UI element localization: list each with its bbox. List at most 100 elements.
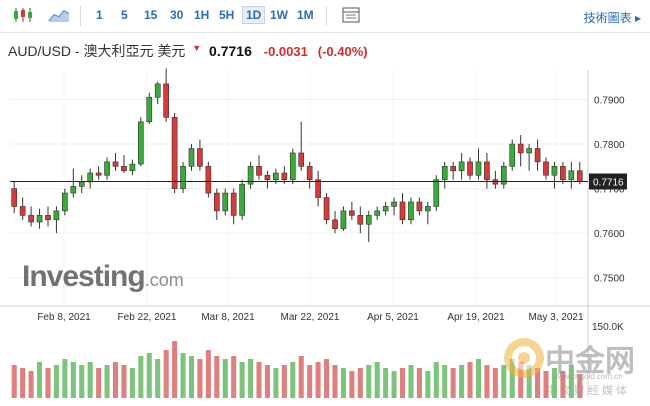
- candle-body: [95, 172, 102, 176]
- timeframe-15[interactable]: 15: [144, 8, 158, 22]
- timeframe-1w[interactable]: 1W: [270, 8, 288, 22]
- candle-body: [188, 148, 195, 167]
- candles: [11, 68, 583, 243]
- candle-body: [467, 161, 473, 176]
- watermark-url: www.cngold.com.cn: [552, 372, 623, 381]
- volume-bar: [416, 368, 422, 398]
- volume-bar: [475, 359, 482, 398]
- y-tick-label: 0.7800: [594, 140, 625, 151]
- candle-body: [298, 152, 305, 167]
- y-tick-label: 0.7700: [594, 185, 625, 196]
- candle-body: [146, 96, 153, 123]
- candlestick-icon[interactable]: [12, 7, 34, 28]
- candle-body: [315, 179, 321, 198]
- volume-bar: [551, 368, 557, 398]
- candle-body: [500, 166, 507, 185]
- candle-body: [112, 161, 119, 167]
- volume-bar: [577, 374, 583, 398]
- x-tick-label: Mar 22, 2021: [281, 312, 340, 323]
- volume-bar: [188, 356, 195, 398]
- volume-bar: [501, 365, 507, 398]
- volume-bar: [290, 362, 296, 398]
- volume-bar: [399, 368, 406, 398]
- volume-bar: [383, 368, 389, 398]
- candle-body: [576, 170, 583, 182]
- volume-bar: [104, 365, 110, 398]
- volume-bar: [205, 350, 211, 398]
- candle-body: [256, 166, 262, 176]
- candle-body: [36, 215, 43, 223]
- timeframe-1[interactable]: 1: [96, 8, 103, 22]
- candle-body: [534, 148, 541, 163]
- candle-body: [560, 166, 566, 181]
- volume-bar: [197, 359, 203, 398]
- timeframe-5[interactable]: 5: [121, 8, 128, 22]
- timeframe-1d[interactable]: 1D: [242, 6, 266, 24]
- volume-bar: [332, 365, 338, 398]
- cngold-logo-icon: [504, 338, 544, 378]
- candle-body: [543, 161, 549, 176]
- candle-body: [450, 166, 456, 172]
- current-price-label: 0.7716: [593, 177, 624, 188]
- candle-body: [62, 192, 68, 212]
- candle-body: [138, 121, 144, 165]
- volume-bar: [518, 362, 524, 398]
- volume-bar: [28, 371, 34, 398]
- candle-body: [416, 201, 423, 212]
- candle-body: [273, 172, 279, 181]
- volume-bar: [96, 368, 102, 398]
- volume-bar: [256, 362, 262, 398]
- timeframe-5h[interactable]: 5H: [219, 8, 235, 22]
- logo-suffix: .com: [144, 270, 184, 290]
- volume-bar: [11, 365, 17, 398]
- x-tick-label: Mar 8, 2021: [201, 312, 255, 323]
- chart-axes: 0.7900 0.7800 0.7700 0.7600 0.7500 Feb 8, 202…: [0, 70, 650, 396]
- y-tick-label: 0.7500: [594, 274, 625, 285]
- candle-body: [264, 174, 271, 181]
- candle-body: [197, 148, 203, 167]
- last-price: 0.7716: [209, 43, 252, 59]
- volume-bar: [442, 365, 448, 398]
- current-price-tag: [589, 173, 627, 190]
- area-chart-icon[interactable]: [48, 7, 70, 28]
- timeframe-1m[interactable]: 1M: [297, 8, 314, 22]
- candle-body: [568, 170, 575, 181]
- timeframe-1h[interactable]: 1H: [194, 8, 210, 22]
- candle-body: [408, 201, 414, 221]
- y-tick-label: 0.7600: [594, 229, 625, 240]
- candle-body: [78, 181, 85, 187]
- candle-body: [104, 161, 110, 176]
- x-tick-label: Apr 19, 2021: [447, 312, 505, 323]
- candle-body: [239, 183, 245, 216]
- candle-body: [222, 192, 229, 212]
- volume-bar: [543, 371, 549, 398]
- price-change-percent: (-0.40%): [317, 44, 368, 59]
- timeframe-30[interactable]: 30: [170, 8, 184, 22]
- technical-chart-link[interactable]: 技術圖表 ▸: [583, 11, 641, 25]
- volume-bar: [366, 365, 372, 398]
- volume-bar: [53, 365, 59, 398]
- volume-bar: [307, 365, 313, 398]
- volume-bar: [349, 371, 355, 398]
- candle-body: [11, 188, 18, 207]
- volume-bar: [87, 362, 93, 398]
- candle-body: [87, 172, 94, 183]
- volume-bar: [121, 365, 127, 398]
- volume-bar: [239, 362, 245, 398]
- candle-body: [154, 83, 161, 98]
- candle-body: [399, 201, 406, 221]
- volume-bar: [560, 371, 566, 398]
- candle-body: [475, 161, 482, 176]
- candle-body: [163, 83, 169, 118]
- volume-bar: [391, 371, 397, 398]
- table-icon[interactable]: [342, 7, 360, 28]
- candle-body: [171, 117, 178, 189]
- y-tick-label: 0.7900: [594, 96, 625, 107]
- volume-bar: [79, 365, 85, 398]
- watermark-subtitle: 中文财经媒体: [546, 384, 630, 397]
- volume-bar: [298, 356, 304, 398]
- candle-body: [441, 166, 448, 181]
- candle-body: [289, 152, 296, 181]
- volume-bar: [425, 371, 431, 398]
